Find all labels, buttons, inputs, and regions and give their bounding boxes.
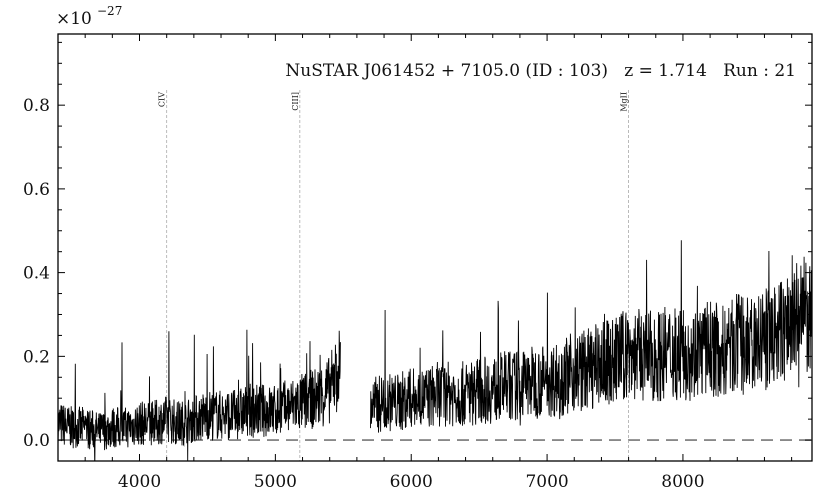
spectrum-segment-red	[370, 240, 812, 433]
x-tick-label: 8000	[661, 472, 704, 492]
x-tick-label: 7000	[525, 472, 568, 492]
plot-content: CIV CIII] MgII 4000 5000 6000 7000 8000 0.0 0.2 0.…	[23, 4, 813, 492]
y-tick-label: 0.2	[23, 347, 50, 367]
y-tick-label: 0.8	[23, 96, 50, 116]
emission-line-label-2: MgII	[620, 92, 629, 112]
y-scale-label: ×10	[56, 9, 92, 29]
y-tick-label: 0.4	[23, 264, 50, 284]
y-tick-label: 0.6	[23, 180, 50, 200]
x-tick-label: 6000	[390, 472, 433, 492]
emission-line-label-0: CIV	[158, 92, 167, 107]
x-tick-label: 4000	[118, 472, 161, 492]
spectrum-series	[58, 240, 812, 461]
chart-title: NuSTAR J061452 + 7105.0 (ID : 103) z = 1…	[285, 61, 796, 81]
plot-frame	[57, 33, 813, 462]
emission-line-label-1: CIII]	[291, 92, 300, 111]
y-tick-label: 0.0	[23, 431, 50, 451]
x-tick-label: 5000	[254, 472, 297, 492]
spectrum-segment-blue	[58, 329, 341, 461]
y-scale-exponent: −27	[97, 4, 122, 18]
